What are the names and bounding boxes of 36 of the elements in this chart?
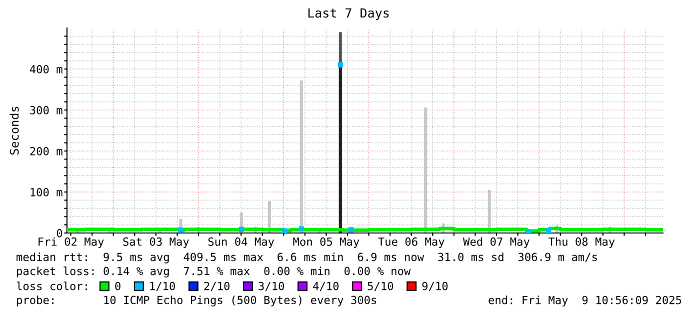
point (338, 62, 343, 68)
legend-label: 0 (115, 282, 120, 290)
text: packet loss: 0.14 % avg 7.51 % max 0.00 % min 0.00 % now (17, 266, 411, 278)
x-tick-label: Tue 06 May (378, 237, 444, 248)
x-tick-label: Wed 07 May (463, 237, 530, 248)
point (282, 228, 288, 233)
y-axis-title: Seconds (10, 106, 19, 155)
bar (424, 108, 428, 233)
legend-label: 1/10 (150, 282, 175, 292)
text: end: Fri May 9 10:56:09 2025 (488, 296, 682, 306)
x-tick-label: Mon 05 May (293, 237, 360, 248)
text: probe: 10 ICMP Echo Pings (500 Bytes) every 300s (17, 296, 376, 306)
y-tick-label: 400 m (30, 65, 62, 74)
point (178, 228, 184, 233)
y-tick-label: 0 (56, 229, 62, 238)
text: loss color: (16, 282, 87, 290)
legend-label: 2/10 (204, 282, 230, 292)
legend-label: 4/10 (313, 282, 339, 292)
x-tick-label: Fri 02 May (38, 237, 104, 248)
chart-title: Last 7 Days (308, 8, 389, 20)
legend-label: 5/10 (368, 282, 394, 292)
text: median rtt: 9.5 ms avg 409.5 ms max 6.6 ms min 6.9 ms now 31.0 ms sd 306.9 m am/s (16, 252, 597, 264)
point (298, 226, 304, 232)
x-tick-label: Sun 04 May (208, 237, 274, 248)
point (348, 227, 354, 232)
point (238, 226, 244, 232)
legend-label: 9/10 (422, 282, 448, 292)
x-tick-label: Sat 03 May (123, 237, 189, 248)
y-tick-label: 200 m (30, 147, 62, 156)
point (546, 228, 552, 233)
x-tick-label: Thu 08 May (548, 237, 615, 248)
bar (488, 190, 491, 233)
legend-label: 3/10 (258, 282, 284, 292)
bar (300, 80, 303, 233)
y-tick-label: 100 m (30, 188, 62, 196)
y-tick-label: 300 m (30, 106, 62, 114)
